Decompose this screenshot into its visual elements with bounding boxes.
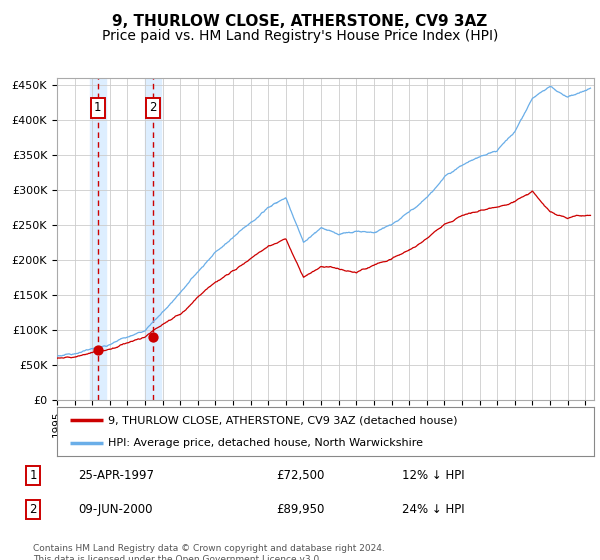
Text: 2: 2: [149, 101, 157, 114]
Text: 24% ↓ HPI: 24% ↓ HPI: [402, 503, 464, 516]
Text: Contains HM Land Registry data © Crown copyright and database right 2024.
This d: Contains HM Land Registry data © Crown c…: [33, 544, 385, 560]
Text: HPI: Average price, detached house, North Warwickshire: HPI: Average price, detached house, Nort…: [108, 438, 423, 448]
Point: [93, 345, 103, 354]
Text: 2: 2: [29, 503, 37, 516]
Text: 9, THURLOW CLOSE, ATHERSTONE, CV9 3AZ (detached house): 9, THURLOW CLOSE, ATHERSTONE, CV9 3AZ (d…: [108, 416, 458, 426]
Text: 1: 1: [94, 101, 101, 114]
Text: 12% ↓ HPI: 12% ↓ HPI: [402, 469, 464, 482]
Text: £72,500: £72,500: [276, 469, 325, 482]
Text: 1: 1: [29, 469, 37, 482]
Text: 25-APR-1997: 25-APR-1997: [78, 469, 154, 482]
Text: £89,950: £89,950: [276, 503, 325, 516]
Point: [148, 333, 158, 342]
Bar: [90, 78, 106, 400]
Text: 9, THURLOW CLOSE, ATHERSTONE, CV9 3AZ: 9, THURLOW CLOSE, ATHERSTONE, CV9 3AZ: [112, 14, 488, 29]
Bar: [145, 78, 161, 400]
Text: Price paid vs. HM Land Registry's House Price Index (HPI): Price paid vs. HM Land Registry's House …: [102, 29, 498, 43]
Text: 09-JUN-2000: 09-JUN-2000: [78, 503, 152, 516]
